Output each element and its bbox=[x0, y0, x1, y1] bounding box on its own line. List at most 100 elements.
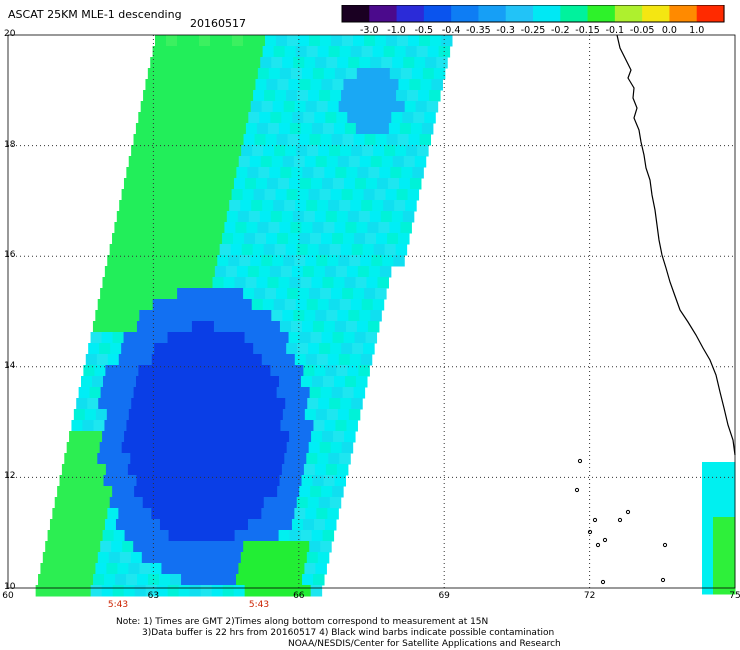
swath-cell bbox=[388, 123, 401, 135]
swath-cell bbox=[214, 420, 226, 432]
swath-cell bbox=[702, 473, 714, 485]
colorbar-tick-label: -1.0 bbox=[387, 25, 406, 36]
swath-cell bbox=[195, 354, 208, 366]
swath-cell bbox=[147, 475, 160, 487]
swath-cell bbox=[217, 508, 229, 520]
swath-cell bbox=[104, 574, 116, 586]
swath-cell bbox=[254, 35, 266, 47]
swath-cell bbox=[294, 354, 307, 366]
swath-cell bbox=[77, 442, 90, 454]
island bbox=[600, 579, 606, 585]
swath-cell bbox=[100, 288, 112, 300]
swath-cell bbox=[271, 563, 283, 575]
swath-cell bbox=[373, 244, 386, 256]
swath-cell bbox=[296, 497, 309, 509]
swath-cell bbox=[188, 288, 200, 300]
swath-cell bbox=[702, 539, 714, 551]
swath-cell bbox=[145, 585, 158, 597]
swath-cell bbox=[277, 332, 290, 344]
swath-cell bbox=[144, 541, 156, 553]
swath-cell bbox=[278, 123, 291, 135]
swath-cell bbox=[427, 46, 440, 58]
swath-cell bbox=[702, 506, 714, 518]
swath-cell bbox=[230, 244, 243, 256]
swath-cell bbox=[155, 288, 167, 300]
swath-cell bbox=[412, 167, 424, 179]
colorbar-tick-label: -0.3 bbox=[496, 25, 515, 36]
swath-cell bbox=[249, 310, 261, 322]
swath-cell bbox=[374, 189, 387, 201]
swath-cell bbox=[244, 178, 257, 190]
swath-cell bbox=[219, 145, 231, 157]
swath-cell bbox=[248, 112, 260, 124]
swath-cell bbox=[35, 585, 48, 597]
swath-cell bbox=[106, 310, 118, 322]
swath-cell bbox=[239, 101, 252, 113]
swath-cell bbox=[276, 387, 289, 399]
swath-cell bbox=[170, 574, 182, 586]
swath-cell bbox=[251, 552, 264, 564]
swath-cell bbox=[71, 574, 83, 586]
swath-cell bbox=[194, 563, 206, 575]
swath-cell bbox=[178, 233, 190, 245]
swath-cell bbox=[150, 310, 162, 322]
swath-cell bbox=[211, 486, 223, 498]
swath-cell bbox=[89, 387, 102, 399]
swath-cell bbox=[218, 200, 230, 212]
swath-cell bbox=[365, 178, 378, 190]
swath-cell bbox=[209, 343, 221, 355]
swath-cell bbox=[372, 200, 384, 212]
swath-cell bbox=[90, 585, 103, 597]
swath-cell bbox=[394, 200, 406, 212]
swath-cell bbox=[297, 189, 310, 201]
swath-cell bbox=[222, 233, 234, 245]
swath-cell bbox=[339, 299, 352, 311]
swath-cell bbox=[178, 486, 190, 498]
swath-cell bbox=[404, 101, 417, 113]
swath-cell bbox=[339, 46, 352, 58]
swath-cell bbox=[366, 123, 379, 135]
swath-cell bbox=[359, 310, 371, 322]
swath-cell bbox=[321, 178, 334, 190]
swath-cell bbox=[332, 332, 345, 344]
swath-cell bbox=[377, 277, 389, 289]
swath-cell bbox=[118, 354, 131, 366]
swath-cell bbox=[117, 409, 130, 421]
swath-cell bbox=[713, 484, 725, 496]
swath-cell bbox=[86, 552, 99, 564]
swath-cell bbox=[169, 475, 182, 487]
swath-cell bbox=[305, 508, 317, 520]
swath-cell bbox=[338, 101, 351, 113]
swath-cell bbox=[334, 376, 346, 388]
swath-cell bbox=[144, 288, 156, 300]
colorbar-swatch bbox=[451, 5, 480, 22]
swath-cell bbox=[360, 354, 373, 366]
swath-cell bbox=[291, 266, 304, 278]
swath-cell bbox=[304, 57, 316, 69]
swath-cell bbox=[130, 200, 142, 212]
swath-cell bbox=[282, 409, 295, 421]
swath-cell bbox=[301, 321, 314, 333]
swath-cell bbox=[280, 167, 292, 179]
swath-cell bbox=[193, 112, 205, 124]
colorbar-swatch bbox=[614, 5, 643, 22]
swath-cell bbox=[363, 189, 376, 201]
swath-cell bbox=[355, 123, 368, 135]
swath-cell bbox=[286, 189, 299, 201]
swath-cell bbox=[213, 222, 225, 234]
swath-cell bbox=[146, 431, 158, 443]
swath-cell bbox=[210, 387, 223, 399]
swath-cell bbox=[287, 35, 299, 47]
swath-cell bbox=[67, 541, 79, 553]
swath-cell bbox=[176, 189, 189, 201]
swath-cell bbox=[212, 431, 224, 443]
swath-cell bbox=[314, 365, 326, 377]
swath-cell bbox=[250, 101, 263, 113]
swath-cell bbox=[300, 530, 313, 542]
swath-cell bbox=[262, 453, 274, 465]
swath-cell bbox=[156, 233, 168, 245]
swath-cell bbox=[178, 178, 191, 190]
swath-cell bbox=[387, 178, 400, 190]
swath-cell bbox=[379, 167, 391, 179]
swath-cell bbox=[173, 354, 186, 366]
